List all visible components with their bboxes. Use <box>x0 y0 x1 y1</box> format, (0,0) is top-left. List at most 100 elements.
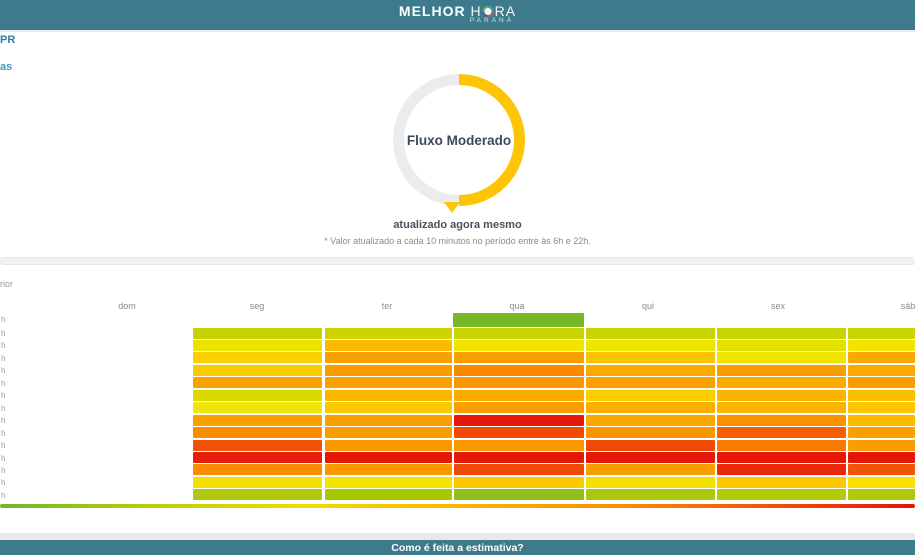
heatmap-cell <box>193 476 322 488</box>
heatmap-cell <box>193 414 322 426</box>
heatmap-cell <box>325 439 452 451</box>
heatmap-cell <box>586 439 715 451</box>
today-indicator-bar <box>453 313 584 327</box>
heatmap-cell <box>454 352 584 364</box>
heatmap-cell <box>717 377 846 389</box>
heatmap-cell <box>848 464 915 476</box>
heatmap-cell <box>717 489 846 501</box>
heatmap-cell <box>325 377 452 389</box>
heatmap-cell <box>454 439 584 451</box>
day-header-qui: qui <box>641 301 655 311</box>
heatmap-cell <box>848 489 915 501</box>
heatmap-cell <box>848 352 915 364</box>
link-fragment-as[interactable]: as <box>0 61 13 73</box>
heatmap-cell <box>193 352 322 364</box>
heatmap-cell <box>325 364 452 376</box>
heatmap-cell <box>848 439 915 451</box>
heatmap-cell <box>193 452 322 463</box>
heatmap-cell <box>848 389 915 401</box>
heatmap-cell <box>193 377 322 389</box>
heatmap-cell <box>586 427 715 439</box>
heatmap-cell <box>454 377 584 389</box>
link-fragment-pr[interactable]: PR <box>0 34 16 46</box>
heatmap-cell <box>325 352 452 364</box>
hour-label: h <box>1 353 6 363</box>
day-header-qua: qua <box>509 301 525 311</box>
gauge-pointer-icon <box>444 202 460 213</box>
heatmap-cell <box>193 489 322 501</box>
gauge-ring <box>393 74 525 206</box>
hour-label: h <box>1 428 6 438</box>
heatmap-cell <box>193 439 322 451</box>
heatmap-cell <box>325 427 452 439</box>
heatmap-cell <box>454 327 584 339</box>
heatmap-cell <box>717 327 846 339</box>
heatmap-cell <box>325 389 452 401</box>
heatmap-cell <box>454 364 584 376</box>
heatmap-cell <box>454 389 584 401</box>
flow-gauge: Fluxo Moderado <box>393 74 525 213</box>
heatmap-cell <box>325 414 452 426</box>
updated-text: atualizado agora mesmo <box>393 219 522 231</box>
heatmap-cell <box>586 476 715 488</box>
heatmap-cell <box>193 327 322 339</box>
heatmap-cell <box>586 339 715 351</box>
hour-label: h <box>1 391 6 401</box>
heatmap-cell <box>193 364 322 376</box>
heatmap-cell <box>586 489 715 501</box>
hour-label: h <box>1 478 6 488</box>
hour-label: h <box>1 315 6 324</box>
heatmap-cell <box>193 389 322 401</box>
day-header-seg: seg <box>249 301 265 311</box>
heatmap-cell <box>848 427 915 439</box>
day-header-ter: ter <box>381 301 393 311</box>
logo-subtitle: PARANÁ <box>469 17 515 24</box>
heatmap-cell <box>848 452 915 463</box>
heatmap-cell <box>717 439 846 451</box>
heatmap-cell <box>454 402 584 414</box>
heatmap-cell <box>454 476 584 488</box>
heatmap-cell <box>586 327 715 339</box>
hour-label: h <box>1 378 6 388</box>
updated-note: * Valor atualizado a cada 10 minutos no … <box>324 236 591 246</box>
link-fragment-previous[interactable]: rior <box>0 279 13 289</box>
hour-label: h <box>1 329 6 338</box>
heatmap-cell <box>325 339 452 351</box>
heatmap-cell <box>717 389 846 401</box>
heatmap-cell <box>586 364 715 376</box>
heatmap-cell <box>848 377 915 389</box>
hour-label: h <box>1 403 6 413</box>
hour-label: h <box>1 416 6 426</box>
heatmap-cell <box>454 339 584 351</box>
logo-hora-text: H RA <box>470 3 517 19</box>
hour-label: h <box>1 465 6 475</box>
heatmap-cell <box>586 377 715 389</box>
heatmap-cell <box>717 414 846 426</box>
heatmap-cell <box>454 464 584 476</box>
heatmap-cell <box>717 352 846 364</box>
heatmap-cell <box>586 389 715 401</box>
heatmap-cell <box>717 452 846 463</box>
heatmap-cell <box>325 452 452 463</box>
heatmap-cell <box>848 414 915 426</box>
heatmap-cell <box>586 414 715 426</box>
heatmap-cell <box>848 339 915 351</box>
legend-gradient-bar <box>0 504 915 508</box>
heatmap-cell <box>586 464 715 476</box>
heatmap-cell <box>193 427 322 439</box>
heatmap-cell <box>717 402 846 414</box>
clock-icon <box>482 6 494 17</box>
logo[interactable]: MELHOR H RA PARANÁ <box>399 3 516 24</box>
heatmap-cell <box>193 402 322 414</box>
heatmap-cell <box>454 489 584 501</box>
hour-label: h <box>1 341 6 351</box>
heatmap-cell <box>848 476 915 488</box>
hour-label: h <box>1 490 6 500</box>
logo-melhor-text: MELHOR <box>398 3 466 19</box>
hour-label: h <box>1 441 6 451</box>
heatmap-cell <box>717 427 846 439</box>
heatmap-cell <box>325 402 452 414</box>
how-estimate-link[interactable]: Como é feita a estimativa? <box>391 541 524 554</box>
heatmap-cell <box>848 402 915 414</box>
